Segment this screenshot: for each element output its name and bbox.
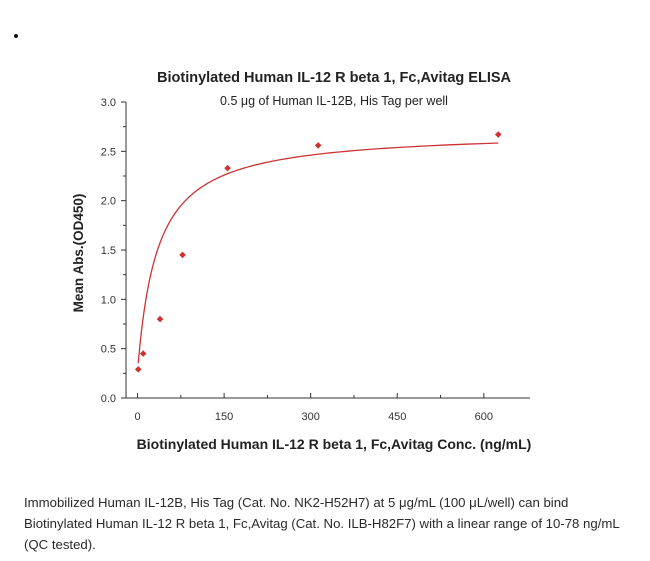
y-tick-label: 2.0 bbox=[101, 196, 116, 208]
data-point bbox=[134, 366, 142, 373]
bullet-dot bbox=[14, 34, 18, 38]
y-tick-label: 2.5 bbox=[101, 146, 116, 158]
x-axis-label: Biotinylated Human IL-12 R beta 1, Fc,Av… bbox=[137, 436, 532, 452]
data-point bbox=[156, 315, 164, 323]
x-tick-label: 0 bbox=[134, 411, 140, 423]
data-point bbox=[179, 251, 186, 259]
series-group bbox=[134, 131, 502, 373]
x-tick-label: 150 bbox=[215, 411, 233, 423]
fit-curve bbox=[137, 142, 499, 364]
y-axis-label: Mean Abs.(OD450) bbox=[71, 194, 86, 313]
y-tick-label: 3.0 bbox=[101, 97, 116, 109]
axes bbox=[125, 102, 530, 399]
data-point bbox=[494, 131, 502, 138]
figure-caption: Immobilized Human IL-12B, His Tag (Cat. … bbox=[24, 495, 620, 552]
y-tick-label: 0.5 bbox=[101, 344, 116, 356]
x-tick-label: 300 bbox=[302, 411, 320, 423]
y-tick-label: 0.0 bbox=[101, 393, 116, 405]
data-point bbox=[314, 142, 322, 149]
y-axis-ticks: 0.0 0.5 1.0 1.5 2.0 2.5 3.0 bbox=[101, 97, 126, 405]
elisa-chart: Biotinylated Human IL-12 R beta 1, Fc,Av… bbox=[71, 70, 532, 452]
data-point bbox=[139, 350, 147, 357]
x-tick-label: 600 bbox=[475, 411, 493, 423]
chart-title: Biotinylated Human IL-12 R beta 1, Fc,Av… bbox=[157, 70, 511, 86]
data-point bbox=[224, 164, 231, 172]
x-axis-ticks: 0 150 300 450 600 bbox=[134, 393, 493, 423]
y-tick-label: 1.0 bbox=[101, 294, 116, 306]
y-tick-label: 1.5 bbox=[101, 245, 116, 257]
x-tick-label: 450 bbox=[388, 411, 406, 423]
chart-subtitle: 0.5 μg of Human IL-12B, His Tag per well bbox=[220, 94, 448, 108]
